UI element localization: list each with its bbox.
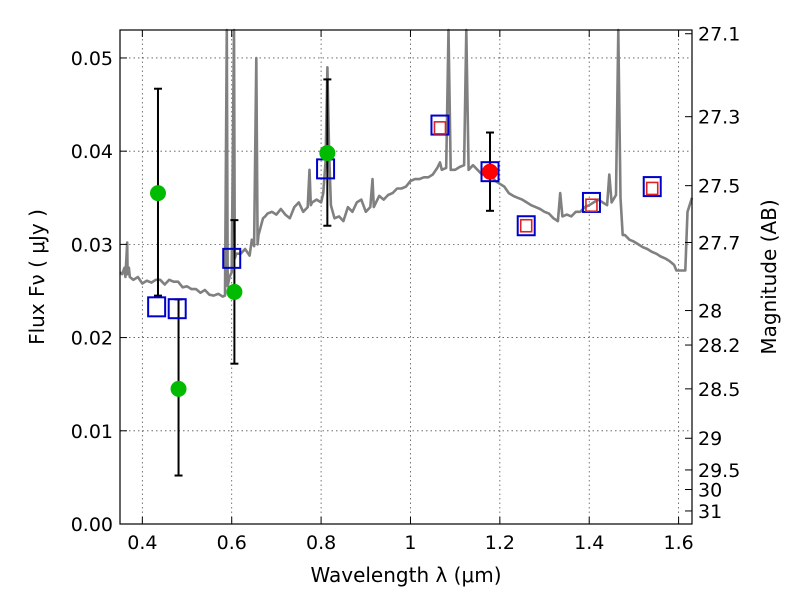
mag-tick-label: 27.3 <box>698 107 740 129</box>
observed-green-point <box>149 185 166 202</box>
observed-red-point <box>482 163 499 180</box>
y-tick-label: 0.04 <box>71 141 113 163</box>
plot-frame <box>119 29 693 525</box>
mag-tick-label: 29.5 <box>698 460 740 482</box>
x-tick-label: 1 <box>404 532 416 554</box>
mag-tick-label: 31 <box>698 501 722 523</box>
y-tick-label: 0.03 <box>71 234 113 256</box>
x-tick-label: 1.6 <box>663 532 693 554</box>
observed-green-point <box>319 145 336 162</box>
grid <box>120 30 692 525</box>
x-tick-label: 1.2 <box>485 532 515 554</box>
model-blue-point <box>480 161 500 183</box>
y-tick-label: 0.05 <box>71 48 113 70</box>
y-tick-label: 0.02 <box>71 328 113 350</box>
observed-green-point <box>170 380 187 397</box>
mag-tick-label: 27.7 <box>698 233 740 255</box>
model-blue-point <box>167 298 187 320</box>
spectrum-line <box>119 28 694 298</box>
data-markers <box>147 114 662 397</box>
model-blue-point <box>642 176 662 198</box>
y-axis-title: Flux Fν ( μJy ) <box>25 209 49 345</box>
mag-tick-label: 28.2 <box>698 335 740 357</box>
model-blue-point <box>222 247 242 269</box>
x-tick-label: 0.6 <box>217 532 247 554</box>
y-tick-label: 0.00 <box>71 514 113 536</box>
model-red-inner-point <box>519 218 533 233</box>
observed-green-point <box>226 283 243 300</box>
mag-tick-label: 28.5 <box>698 379 740 401</box>
mag-tick-label: 28 <box>698 301 722 323</box>
x-axis-title: Wavelength λ (μm) <box>310 563 501 587</box>
right-axis-title: Magnitude (AB) <box>757 199 781 354</box>
mag-tick-label: 30 <box>698 480 722 502</box>
error-bars <box>153 78 495 477</box>
mag-tick-label: 29 <box>698 428 722 450</box>
ticks: 0.4 0.6 0.8 1 1.2 1.4 1.6 0.00 0.01 0.02 0.03 0.04 0… <box>71 24 741 554</box>
mag-tick-label: 27.5 <box>698 176 740 198</box>
model-blue-point <box>147 296 167 318</box>
spectrum-layer <box>119 28 694 298</box>
model-red-inner-point <box>433 121 447 135</box>
model-red-inner-point <box>645 181 659 196</box>
x-tick-label: 1.4 <box>574 532 604 554</box>
x-tick-label: 0.8 <box>306 532 336 554</box>
mag-tick-label: 27.1 <box>698 24 740 46</box>
model-blue-point <box>516 215 536 237</box>
model-red-inner-point <box>585 198 598 213</box>
y-tick-label: 0.01 <box>71 421 113 443</box>
x-tick-label: 0.4 <box>127 532 157 554</box>
